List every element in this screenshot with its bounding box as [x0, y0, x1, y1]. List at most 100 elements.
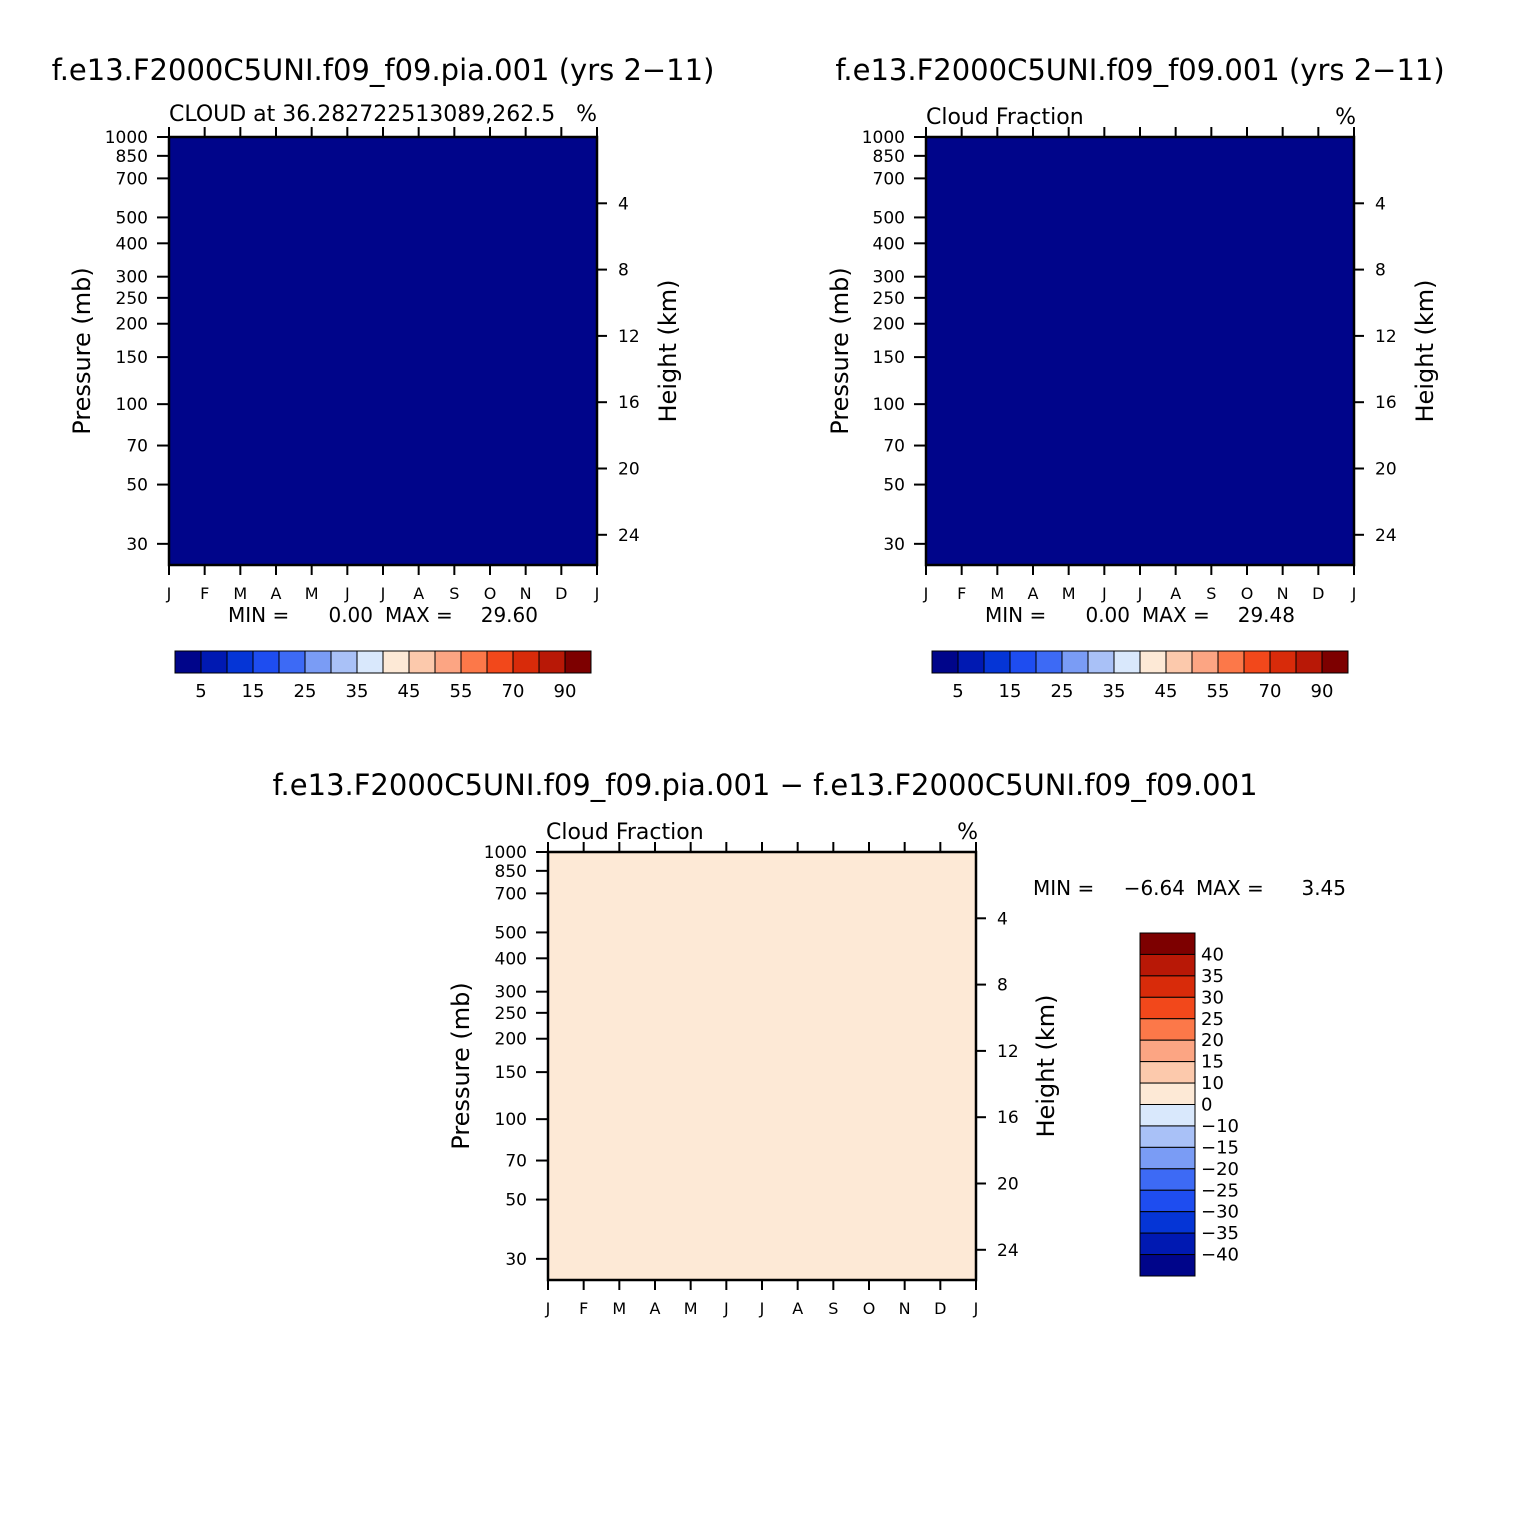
colorbar-label: 55	[450, 681, 473, 702]
y-tick-label: 150	[495, 1063, 527, 1083]
units-label: %	[1335, 105, 1356, 130]
y-right-tick-label: 4	[1375, 194, 1386, 214]
x-tick-label: S	[1206, 584, 1216, 603]
min-label: MIN =	[228, 603, 289, 627]
colorbar-label: −20	[1201, 1159, 1239, 1180]
contour-field	[926, 137, 1354, 565]
colorbar-swatch	[564, 650, 592, 674]
colorbar-label: 25	[1051, 681, 1074, 702]
x-tick-label: J	[1351, 584, 1357, 603]
y-tick-label: 700	[116, 169, 148, 189]
y-tick-label: 500	[116, 208, 148, 228]
x-tick-label: A	[271, 584, 282, 603]
colorbar-label: 45	[398, 681, 421, 702]
x-tick-label: M	[1062, 584, 1076, 603]
colorbar-swatch	[931, 650, 959, 674]
colorbar-swatch	[174, 650, 202, 674]
x-tick-label: J	[923, 584, 929, 603]
panel-top-left: f.e13.F2000C5UNI.f09_f09.pia.001 (yrs 2−…	[52, 53, 715, 702]
colorbar-swatch	[1139, 1082, 1196, 1105]
colorbar: 5 15 25 35 45 55 70 90	[174, 650, 592, 702]
colorbar-label: −15	[1201, 1137, 1239, 1158]
colorbar-swatch	[512, 650, 540, 674]
x-tick-label: S	[449, 584, 459, 603]
x-tick-label: O	[484, 584, 497, 603]
y-tick-label: 70	[505, 1152, 527, 1172]
y-right-tick-label: 12	[1375, 327, 1397, 347]
x-tick-label: F	[579, 1299, 588, 1318]
y-tick-label: 250	[495, 1004, 527, 1024]
colorbar-label: 90	[554, 681, 577, 702]
x-tick-label: J	[723, 1299, 729, 1318]
panel-subtitle: CLOUD at 36.282722513089,262.5	[169, 102, 555, 127]
y-right-tick-label: 8	[618, 261, 629, 281]
x-tick-label: D	[555, 584, 567, 603]
x-tick-label: J	[759, 1299, 765, 1318]
min-value: −6.64	[1124, 876, 1185, 900]
colorbar-swatch	[1295, 650, 1323, 674]
units-label: %	[957, 820, 978, 845]
colorbar-swatch	[1139, 996, 1196, 1020]
y-right-tick-label: 20	[1375, 459, 1397, 479]
colorbar-label: 90	[1311, 681, 1334, 702]
colorbar-label: 25	[1201, 1009, 1224, 1030]
colorbar-swatch	[1139, 1061, 1196, 1084]
colorbar-label: 55	[1207, 681, 1230, 702]
x-tick-label: N	[520, 584, 532, 603]
y-tick-label: 200	[495, 1030, 527, 1050]
y-right-tick-label: 8	[1375, 261, 1386, 281]
x-tick-label: D	[934, 1299, 946, 1318]
colorbar-label: 35	[1103, 681, 1126, 702]
y-right-tick-label: 20	[997, 1174, 1019, 1194]
y-tick-label: 70	[883, 437, 905, 457]
y-tick-label: 30	[126, 535, 148, 555]
y-right-tick-label: 4	[618, 194, 629, 214]
colorbar-swatch	[1139, 650, 1167, 674]
colorbar-label: 70	[502, 681, 525, 702]
y-tick-label: 250	[873, 289, 905, 309]
x-tick-label: N	[1277, 584, 1289, 603]
min-value: 0.00	[1085, 603, 1130, 627]
colorbar-swatch	[408, 650, 436, 674]
x-tick-label: A	[1028, 584, 1039, 603]
colorbar-swatch	[1139, 932, 1196, 955]
panel-title: f.e13.F2000C5UNI.f09_f09.001 (yrs 2−11)	[835, 53, 1444, 87]
colorbar-label: 35	[1201, 966, 1224, 987]
y-tick-label: 500	[495, 923, 527, 943]
colorbar-label: −10	[1201, 1116, 1239, 1137]
y-right-tick-label: 16	[997, 1108, 1019, 1128]
colorbar-swatch	[330, 650, 358, 674]
colorbar-swatch	[356, 650, 384, 674]
x-tick-label: M	[612, 1299, 626, 1318]
x-tick-label: J	[166, 584, 172, 603]
x-tick-label: F	[200, 584, 209, 603]
max-label: MAX =	[1142, 603, 1210, 627]
panel-subtitle: Cloud Fraction	[546, 820, 704, 845]
colorbar-label: 40	[1201, 944, 1224, 965]
y-tick-label: 50	[505, 1191, 527, 1211]
max-label: MAX =	[1196, 876, 1264, 900]
y-tick-label: 500	[873, 208, 905, 228]
y-tick-label: 200	[116, 315, 148, 335]
colorbar-swatch	[983, 650, 1011, 674]
colorbar-label: −40	[1201, 1245, 1239, 1266]
y-axis-right-label: Height (km)	[1032, 995, 1060, 1138]
min-label: MIN =	[985, 603, 1046, 627]
x-tick-label: F	[957, 584, 966, 603]
max-value: 29.48	[1238, 603, 1295, 627]
y-right-tick-label: 4	[997, 909, 1008, 929]
colorbar-swatch	[1139, 1104, 1196, 1127]
y-tick-label: 100	[116, 395, 148, 415]
colorbar-swatch	[1113, 650, 1141, 674]
colorbar-label: 15	[1201, 1052, 1224, 1073]
contour-field	[169, 137, 597, 565]
y-tick-label: 300	[116, 268, 148, 288]
colorbar-swatch	[304, 650, 332, 674]
max-value: 3.45	[1301, 876, 1346, 900]
colorbar-swatch	[1269, 650, 1297, 674]
contour-field	[548, 852, 976, 1280]
